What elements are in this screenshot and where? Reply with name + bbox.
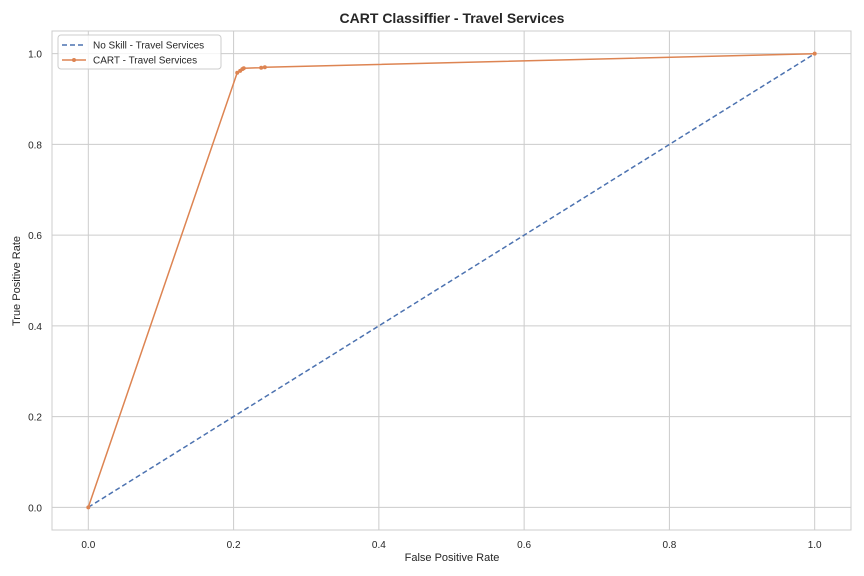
- x-tick-label: 0.4: [372, 540, 386, 551]
- x-tick-label: 0.0: [81, 540, 95, 551]
- y-tick-label: 0.0: [28, 503, 42, 514]
- y-tick-labels: 0.0 0.2 0.4 0.6 0.8 1.0: [28, 50, 42, 515]
- legend-box: [57, 34, 222, 70]
- x-tick-labels: 0.0 0.2 0.4 0.6 0.8 1.0: [81, 540, 822, 551]
- series-lines: [86, 51, 817, 510]
- legend-label: CART - Travel Services: [93, 56, 197, 67]
- x-tick-label: 0.2: [227, 540, 241, 551]
- data-point: [262, 65, 267, 70]
- x-tick-label: 0.8: [662, 540, 676, 551]
- legend-marker: [72, 58, 76, 62]
- data-point: [259, 65, 264, 70]
- legend: No Skill - Travel Services CART - Travel …: [57, 34, 222, 70]
- chart-title: CART Classiffier - Travel Services: [340, 10, 565, 26]
- x-axis-label: False Positive Rate: [405, 552, 500, 564]
- data-point: [235, 70, 240, 75]
- plot-frame: [51, 30, 852, 531]
- y-tick-label: 0.6: [28, 231, 42, 242]
- y-tick-label: 1.0: [28, 50, 42, 61]
- data-point: [86, 505, 91, 510]
- y-tick-label: 0.2: [28, 413, 42, 424]
- y-tick-label: 0.4: [28, 322, 42, 333]
- series-line-0: [87, 53, 816, 508]
- y-axis-label: True Positive Rate: [11, 236, 23, 326]
- y-tick-label: 0.8: [28, 140, 42, 151]
- x-tick-label: 1.0: [808, 540, 822, 551]
- data-point: [241, 66, 246, 71]
- legend-label: No Skill - Travel Services: [93, 41, 204, 52]
- data-point: [812, 51, 817, 56]
- x-tick-label: 0.6: [517, 540, 531, 551]
